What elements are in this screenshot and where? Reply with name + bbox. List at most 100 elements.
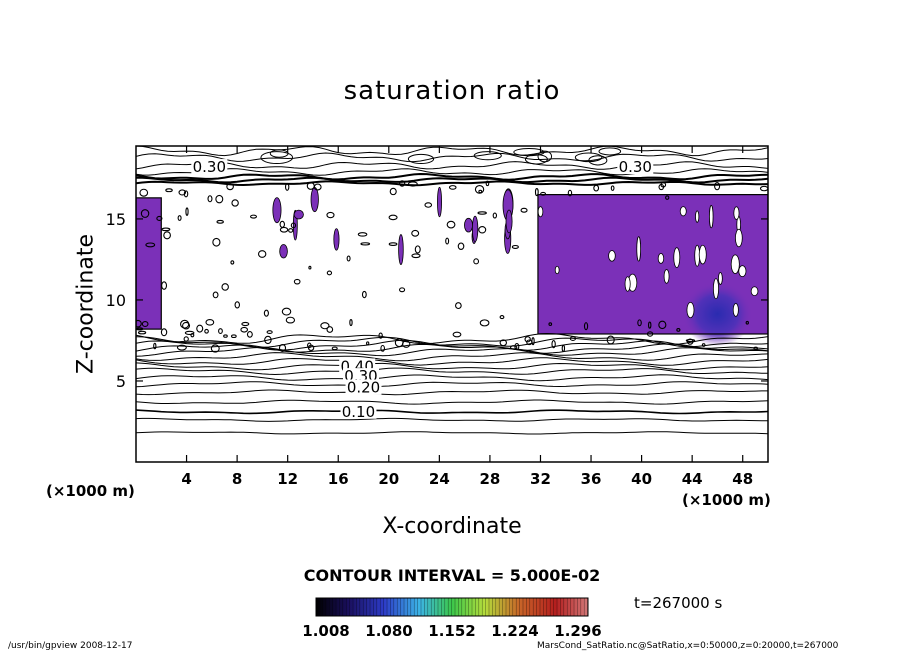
contour-cell	[551, 340, 556, 349]
contour-cell	[308, 265, 312, 270]
contour-cell	[759, 185, 768, 192]
contour-label-bg	[191, 159, 228, 175]
supersaturation-streak	[279, 244, 288, 259]
contour-cell	[524, 336, 531, 343]
contour-cell	[183, 336, 189, 342]
colorbar-tick-label: 1.296	[554, 622, 601, 640]
contour-cell	[331, 346, 338, 351]
x-tick-label: 36	[581, 470, 602, 488]
contour-cell	[452, 331, 462, 338]
contour-cell	[190, 332, 195, 338]
contour-cell	[537, 206, 544, 218]
contour-cell	[455, 302, 462, 310]
contour-label-bg	[345, 379, 382, 395]
contour-cell	[212, 237, 221, 247]
contour-cell	[534, 187, 539, 197]
contour-cell	[514, 343, 520, 351]
contour-cell	[399, 180, 406, 187]
contour-cell	[676, 327, 681, 332]
contour-cell	[230, 260, 235, 265]
contour-line	[136, 161, 768, 170]
x-tick-label: 48	[732, 470, 753, 488]
x-tick-label: 40	[631, 470, 652, 488]
contour-cell	[446, 220, 456, 229]
x-tick-label: 24	[429, 470, 450, 488]
contour-cell	[326, 270, 333, 276]
contour-cell	[608, 250, 616, 262]
contour-cell	[218, 328, 223, 334]
contour-cell	[366, 341, 370, 346]
contour-loop	[588, 155, 608, 166]
contour-cell	[718, 272, 723, 285]
contour-cell	[185, 207, 189, 216]
contour-cell	[165, 188, 173, 193]
supersaturation-streak	[437, 186, 442, 218]
contour-cell	[161, 227, 171, 232]
colorbar	[315, 597, 589, 617]
supersaturation-streak	[464, 217, 473, 233]
contour-line	[136, 362, 768, 371]
contour-cell	[285, 316, 296, 324]
contour-cell	[182, 321, 191, 330]
contour-cell	[205, 318, 215, 326]
footer-command: /usr/bin/gpview 2008-12-17	[8, 641, 133, 651]
contour-cell	[695, 210, 700, 223]
contour-line	[136, 176, 768, 184]
y-tick-label: 5	[116, 372, 126, 391]
contour-cell	[479, 319, 490, 327]
contour-cell	[178, 189, 187, 196]
contour-cell	[240, 326, 249, 333]
contour-cell	[673, 247, 681, 268]
contour-cell	[378, 332, 383, 339]
x-tick-label: 32	[530, 470, 551, 488]
contour-cell	[658, 320, 667, 330]
supersaturation-streak	[505, 209, 513, 234]
contour-cell	[326, 211, 335, 219]
contour-cell	[593, 184, 600, 192]
colorbar-tick-label: 1.224	[491, 622, 538, 640]
contour-line	[136, 374, 768, 382]
contour-label: 0.30	[193, 158, 226, 176]
supersaturation-streak	[471, 215, 479, 243]
x-tick-label: 20	[378, 470, 399, 488]
colorbar-tick-label: 1.152	[428, 622, 475, 640]
x-tick-label: 8	[232, 470, 242, 488]
contour-label-bg	[617, 159, 654, 175]
contour-cell	[492, 212, 498, 219]
x-axis-unit-right: (×1000 m)	[682, 491, 771, 509]
contour-cell	[361, 290, 367, 299]
contour-label: 0.10	[342, 403, 375, 421]
contour-cell	[712, 278, 720, 300]
contour-cell	[531, 337, 535, 346]
contour-interval: CONTOUR INTERVAL = 5.000E-02	[303, 566, 601, 585]
contour-cell	[554, 265, 560, 275]
contour-cell	[183, 190, 189, 198]
contour-cell	[313, 183, 322, 191]
contour-cell	[685, 339, 696, 343]
contour-cell	[180, 319, 190, 329]
contour-loop	[524, 154, 548, 165]
supersaturation-streak	[333, 228, 340, 251]
contour-cell	[234, 301, 241, 309]
contour-cell	[141, 320, 149, 328]
contour-cell	[583, 322, 589, 331]
contour-cell	[196, 324, 204, 333]
contour-cell	[263, 309, 269, 317]
contour-cell	[293, 278, 301, 285]
contour-cell	[231, 199, 239, 207]
contour-cell	[477, 211, 487, 215]
contour-cell	[346, 255, 351, 262]
contour-cell	[281, 307, 292, 316]
contour-cell	[424, 202, 433, 208]
contour-line	[136, 172, 768, 181]
contour-cell	[714, 181, 721, 191]
contour-cell	[257, 250, 267, 258]
contour-cell	[398, 287, 406, 293]
contour-cell	[411, 253, 421, 259]
contour-cell	[473, 258, 480, 265]
contour-cell	[499, 339, 508, 347]
contour-label-bg	[340, 403, 377, 419]
contour-cell	[380, 344, 386, 352]
contour-line	[136, 336, 768, 348]
contour-cell	[230, 334, 237, 339]
